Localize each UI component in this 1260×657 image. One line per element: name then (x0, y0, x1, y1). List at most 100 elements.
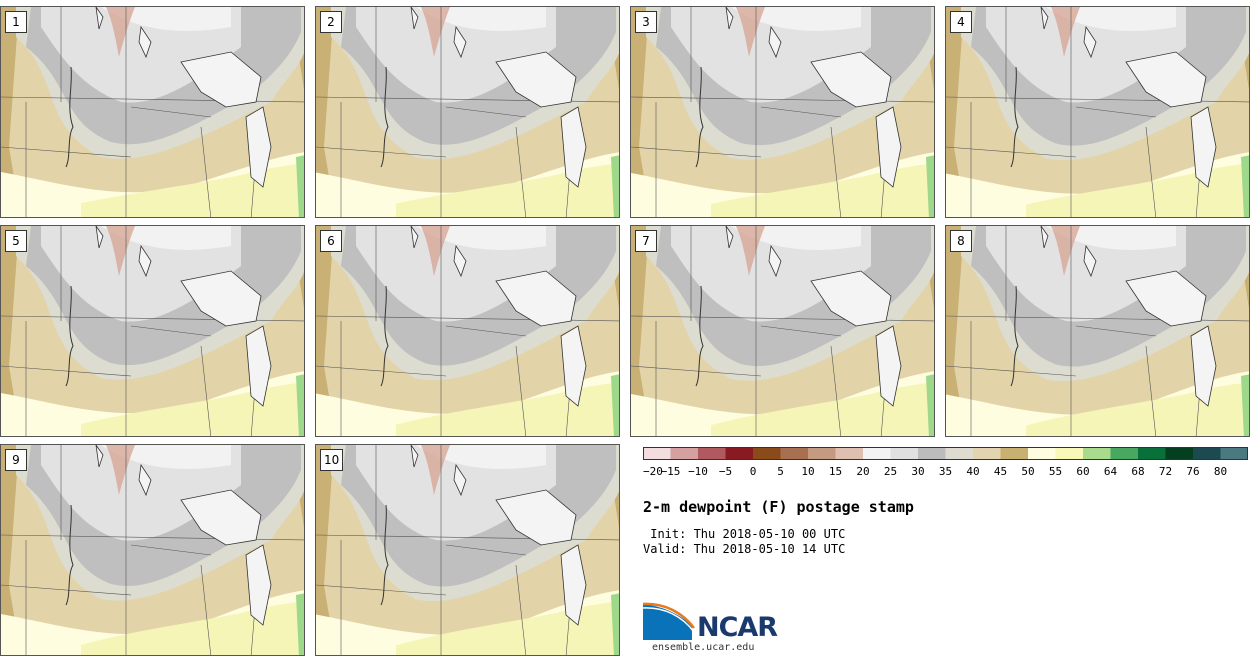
lake-outline (95, 7, 104, 30)
lake-outline (453, 244, 467, 278)
dewpoint-contour-band (1026, 382, 1249, 436)
member-stamp-6[interactable]: 6 (315, 225, 620, 437)
lake-outline (1125, 51, 1207, 108)
dewpoint-contour-band (101, 445, 231, 469)
lake-outline (95, 445, 104, 468)
lake-outline (138, 244, 152, 278)
lake-outline (180, 270, 262, 327)
dewpoint-contour-band (81, 601, 304, 655)
init-time: Init: Thu 2018-05-10 00 UTC (643, 527, 846, 541)
colorbar-swatch (725, 447, 754, 460)
lake-outline (560, 544, 587, 626)
lake-outline (410, 7, 419, 30)
figure-title: 2-m dewpoint (F) postage stamp (643, 498, 914, 516)
member-number: 2 (320, 11, 342, 33)
colorbar-tick-label: 80 (1214, 465, 1227, 477)
lake-outline (495, 489, 577, 546)
colorbar-tick-label: 60 (1076, 465, 1089, 477)
state-border (1075, 106, 1157, 118)
colorbar-swatch (835, 447, 864, 460)
state-border (830, 345, 842, 436)
colorbar-tick-label: 68 (1131, 465, 1144, 477)
colorbar-swatch (918, 447, 946, 460)
river-outline (65, 504, 74, 606)
lake-outline (560, 106, 587, 188)
dewpoint-contour-band (41, 226, 241, 322)
member-stamp-4[interactable]: 4 (945, 6, 1250, 218)
colorbar-tick-label: 40 (966, 465, 979, 477)
dewpoint-contour-band (1046, 226, 1176, 250)
state-border (1, 365, 132, 377)
lake-outline (1083, 25, 1097, 59)
lake-outline (1083, 244, 1097, 278)
dry-air-patch (106, 7, 135, 57)
lake-outline (180, 489, 262, 546)
dewpoint-contour-band (81, 382, 304, 436)
colorbar-swatch (1055, 447, 1084, 460)
dry-air-patch (106, 445, 135, 495)
state-border (631, 146, 762, 158)
member-number: 8 (950, 230, 972, 252)
lake-outline (95, 226, 104, 249)
member-number: 1 (5, 11, 27, 33)
colorbar-tick-label: 5 (777, 465, 784, 477)
state-border (445, 106, 527, 118)
member-stamp-1[interactable]: 1 (0, 6, 305, 218)
colorbar-tick-label: 10 (801, 465, 814, 477)
member-number: 3 (635, 11, 657, 33)
lake-outline (810, 51, 892, 108)
river-outline (380, 66, 389, 168)
member-stamp-8[interactable]: 8 (945, 225, 1250, 437)
lake-outline (245, 544, 272, 626)
state-border (515, 345, 527, 436)
member-stamp-10[interactable]: 10 (315, 444, 620, 656)
dry-air-patch (736, 7, 765, 57)
member-stamp-2[interactable]: 2 (315, 6, 620, 218)
moist-air-patch (611, 593, 619, 655)
colorbar-tick-label: −5 (719, 465, 732, 477)
river-outline (695, 66, 704, 168)
lake-outline (245, 325, 272, 407)
dry-air-patch (1051, 7, 1080, 57)
dewpoint-contour-band (416, 226, 546, 250)
dewpoint-contour-band (731, 226, 861, 250)
dry-air-patch (421, 7, 450, 57)
state-border (316, 365, 447, 377)
lake-outline (1190, 106, 1217, 188)
lake-outline (453, 25, 467, 59)
dewpoint-contour-band (671, 226, 871, 322)
lake-outline (180, 51, 262, 108)
lake-outline (725, 226, 734, 249)
lake-outline (1040, 226, 1049, 249)
river-outline (1010, 66, 1019, 168)
state-border (760, 325, 842, 337)
colorbar-tick-label: −10 (688, 465, 708, 477)
dewpoint-contour-band (731, 7, 861, 31)
member-stamp-7[interactable]: 7 (630, 225, 935, 437)
member-stamp-3[interactable]: 3 (630, 6, 935, 218)
member-stamp-9[interactable]: 9 (0, 444, 305, 656)
state-border (631, 365, 762, 377)
colorbar-swatch (1220, 447, 1248, 460)
colorbar-swatch (1028, 447, 1056, 460)
dry-air-patch (106, 226, 135, 276)
state-border (1145, 345, 1157, 436)
moist-air-patch (926, 374, 934, 436)
dewpoint-contour-band (416, 445, 546, 469)
colorbar-swatch (808, 447, 836, 460)
colorbar-tick-label: 15 (829, 465, 842, 477)
moist-air-patch (296, 155, 304, 217)
river-outline (380, 504, 389, 606)
member-number: 5 (5, 230, 27, 252)
member-number: 4 (950, 11, 972, 33)
river-outline (380, 285, 389, 387)
member-stamp-5[interactable]: 5 (0, 225, 305, 437)
ncar-url: ensemble.ucar.edu (652, 642, 755, 653)
colorbar-swatch (1138, 447, 1166, 460)
colorbar-swatch (1193, 447, 1221, 460)
member-number: 6 (320, 230, 342, 252)
state-border (760, 106, 842, 118)
moist-air-patch (1241, 374, 1249, 436)
moist-air-patch (296, 374, 304, 436)
dry-air-patch (736, 226, 765, 276)
